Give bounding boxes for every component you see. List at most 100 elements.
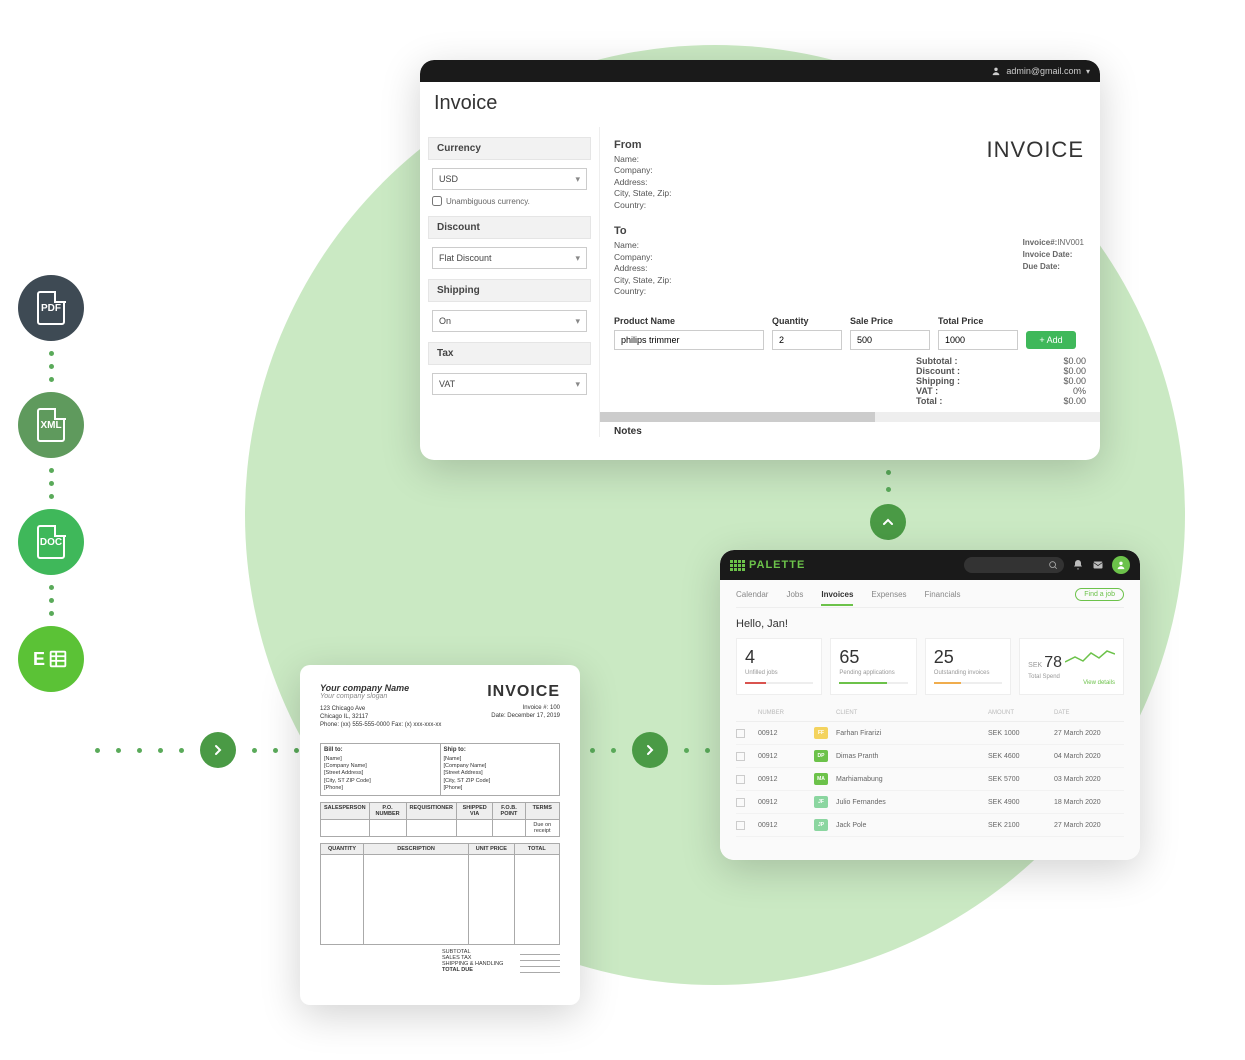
connector-row-1	[95, 732, 299, 768]
file-format-column: PDF XML DOC E	[18, 275, 84, 692]
discount-header: Discount	[428, 216, 591, 239]
row-checkbox[interactable]	[736, 821, 745, 830]
qty-input[interactable]	[772, 330, 842, 350]
invoice-editor-window: admin@gmail.com ▾ Invoice Currency USD U…	[420, 60, 1100, 460]
bell-icon[interactable]	[1072, 559, 1084, 571]
row-checkbox[interactable]	[736, 775, 745, 784]
cell-amount: SEK 1000	[988, 730, 1048, 737]
total-input[interactable]	[938, 330, 1018, 350]
line-items-table: QUANTITY DESCRIPTION UNIT PRICE TOTAL	[320, 843, 560, 945]
mail-icon[interactable]	[1092, 559, 1104, 571]
table-row[interactable]: 00912MAMarhiamabungSEK 570003 March 2020	[736, 768, 1124, 791]
invoice-preview: INVOICE Invoice#:INV001 Invoice Date: Du…	[600, 127, 1100, 437]
search-icon	[1048, 560, 1058, 570]
invoice-heading: INVOICE	[987, 137, 1084, 163]
invoice-meta: Invoice#:INV001 Invoice Date: Due Date:	[1023, 237, 1084, 273]
cell-date: 03 March 2020	[1054, 776, 1124, 783]
table-row[interactable]: 00912 FF Farhan Firarizi SEK 1000 27 March 2…	[736, 722, 1124, 745]
col-total: Total Price	[938, 316, 1018, 326]
table-row[interactable]: 00912DPDimas PranthSEK 460004 March 2020	[736, 745, 1124, 768]
connector-row-2	[590, 732, 710, 768]
cell-client: Jack Pole	[836, 822, 982, 829]
brand-logo: PALETTE	[730, 559, 805, 571]
dashboard-topbar: PALETTE	[720, 550, 1140, 580]
col-price: Sale Price	[850, 316, 930, 326]
user-email[interactable]: admin@gmail.com	[1006, 66, 1081, 76]
client-tag: MA	[814, 773, 828, 785]
order-header-table: SALESPERSONP.O. NUMBER REQUISITIONERSHIP…	[320, 802, 560, 837]
row-checkbox[interactable]	[736, 798, 745, 807]
totals-block: Subtotal :$0.00 Discount :$0.00 Shipping…	[614, 356, 1086, 406]
bill-to-block: Bill to: [Name] [Company Name] [Street A…	[320, 743, 440, 796]
cell-amount: SEK 4900	[988, 799, 1048, 806]
client-tag: FF	[814, 727, 828, 739]
add-item-button[interactable]: + Add	[1026, 331, 1076, 349]
titlebar: admin@gmail.com ▾	[420, 60, 1100, 82]
cell-client: Farhan Firarizi	[836, 730, 982, 737]
doc-icon: DOC	[18, 509, 84, 575]
card-outstanding-invoices[interactable]: 25 Outstanding invoices	[925, 638, 1011, 695]
tab-financials[interactable]: Financials	[925, 590, 961, 599]
card-pending-applications[interactable]: 65 Pending applications	[830, 638, 916, 695]
invoice-template-window: Your company Name Your company slogan 12…	[300, 665, 580, 1005]
search-input[interactable]	[964, 557, 1064, 573]
dashboard-tabs: Calendar Jobs Invoices Expenses Financia…	[736, 588, 1124, 608]
cell-date: 27 March 2020	[1054, 730, 1124, 737]
arrow-up-icon	[870, 504, 906, 540]
chevron-down-icon[interactable]: ▾	[1086, 67, 1090, 76]
unambiguous-currency-checkbox[interactable]: Unambiguous currency.	[432, 196, 587, 206]
view-details-link[interactable]: View details	[1028, 680, 1115, 686]
cell-amount: SEK 2100	[988, 822, 1048, 829]
user-icon	[991, 66, 1001, 76]
table-row[interactable]: 00912JPJack PoleSEK 210027 March 2020	[736, 814, 1124, 837]
avatar-icon[interactable]	[1112, 556, 1130, 574]
greeting: Hello, Jan!	[736, 618, 1124, 630]
price-input[interactable]	[850, 330, 930, 350]
discount-select[interactable]: Flat Discount	[432, 247, 587, 269]
tab-calendar[interactable]: Calendar	[736, 590, 768, 599]
invoice-heading: INVOICE	[487, 683, 560, 701]
page-title: Invoice	[434, 92, 1086, 115]
connector-dots-vertical	[49, 585, 54, 616]
settings-panel: Currency USD Unambiguous currency. Disco…	[420, 127, 600, 437]
row-checkbox[interactable]	[736, 752, 745, 761]
tab-expenses[interactable]: Expenses	[871, 590, 906, 599]
table-row[interactable]: 00912 JF Julio Fernandes SEK 4900 18 March 2…	[736, 791, 1124, 814]
find-job-button[interactable]: Find a job	[1075, 588, 1124, 601]
col-product: Product Name	[614, 316, 764, 326]
ship-to-block: Ship to: [Name] [Company Name] [Street A…	[440, 743, 561, 796]
shipping-header: Shipping	[428, 279, 591, 302]
cell-number: 00912	[758, 822, 808, 829]
cell-number: 00912	[758, 730, 808, 737]
client-tag: JF	[814, 796, 828, 808]
template-totals: SUBTOTAL SALES TAX SHIPPING & HANDLING T…	[320, 949, 560, 973]
notes-header: Notes	[614, 426, 1086, 437]
shipping-select[interactable]: On	[432, 310, 587, 332]
sparkline-icon	[1065, 647, 1115, 667]
currency-header: Currency	[428, 137, 591, 160]
client-tag: JP	[814, 819, 828, 831]
client-tag: DP	[814, 750, 828, 762]
cell-date: 18 March 2020	[1054, 799, 1124, 806]
horizontal-scrollbar[interactable]	[600, 412, 1100, 422]
tax-header: Tax	[428, 342, 591, 365]
connector-dots-vertical	[49, 351, 54, 382]
product-input[interactable]	[614, 330, 764, 350]
currency-select[interactable]: USD	[432, 168, 587, 190]
edi-icon: E	[18, 626, 84, 692]
card-unfilled-jobs[interactable]: 4 Unfilled jobs	[736, 638, 822, 695]
tax-select[interactable]: VAT	[432, 373, 587, 395]
cell-amount: SEK 5700	[988, 776, 1048, 783]
cell-client: Dimas Pranth	[836, 753, 982, 760]
cell-number: 00912	[758, 799, 808, 806]
row-checkbox[interactable]	[736, 729, 745, 738]
cell-amount: SEK 4600	[988, 753, 1048, 760]
cell-number: 00912	[758, 776, 808, 783]
dashboard-window: PALETTE Calendar Jobs Invoices Expenses …	[720, 550, 1140, 860]
tab-jobs[interactable]: Jobs	[786, 590, 803, 599]
card-total-spend[interactable]: SEK78 Total Spend View details	[1019, 638, 1124, 695]
cell-number: 00912	[758, 753, 808, 760]
tab-invoices[interactable]: Invoices	[821, 590, 853, 606]
cell-client: Julio Fernandes	[836, 799, 982, 806]
connector-dots-vertical	[49, 468, 54, 499]
